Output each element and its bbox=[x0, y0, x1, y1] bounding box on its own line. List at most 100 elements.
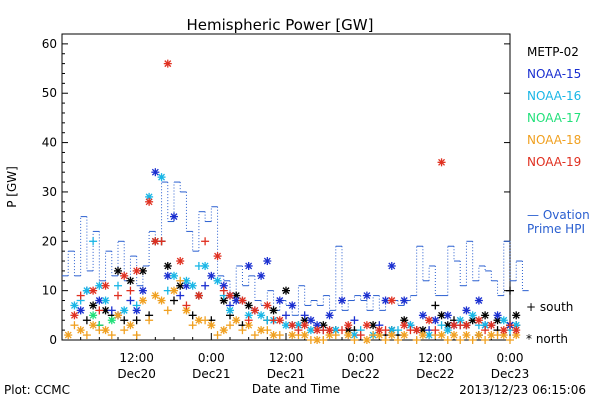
south-point bbox=[394, 336, 402, 344]
ovation-legend-line2: Prime HPI bbox=[527, 222, 585, 236]
x-axis-label: Date and Time bbox=[252, 382, 340, 396]
y-tick-label: 10 bbox=[42, 284, 57, 298]
north-point bbox=[194, 291, 203, 300]
x-tick-time-label: 0:00 bbox=[497, 351, 524, 365]
x-tick-date-label: Dec20 bbox=[117, 367, 156, 381]
north-point bbox=[499, 326, 508, 335]
south-point bbox=[331, 331, 340, 340]
north-point bbox=[425, 316, 434, 325]
legend-entry: NOAA-15 bbox=[527, 67, 581, 81]
north-point bbox=[362, 291, 371, 300]
north-point bbox=[89, 286, 98, 295]
y-tick-label: 30 bbox=[42, 185, 57, 199]
south-point bbox=[188, 321, 197, 330]
south-point bbox=[145, 316, 154, 325]
north-point bbox=[313, 321, 322, 330]
north-point bbox=[512, 311, 521, 320]
legend-entry: NOAA-19 bbox=[527, 155, 581, 169]
south-point bbox=[338, 326, 346, 335]
south-point bbox=[506, 286, 514, 295]
north-point bbox=[89, 311, 98, 320]
south-point bbox=[506, 321, 514, 330]
north-point bbox=[157, 296, 166, 305]
north-point bbox=[437, 158, 446, 167]
north-point bbox=[462, 331, 471, 340]
legend-entry: METP-02 bbox=[527, 45, 579, 59]
north-marker-key: * north bbox=[526, 332, 568, 346]
south-point bbox=[188, 311, 197, 320]
south-point bbox=[126, 286, 135, 295]
south-point bbox=[431, 301, 440, 310]
north-point bbox=[263, 257, 272, 266]
south-point bbox=[381, 336, 390, 344]
north-point bbox=[288, 301, 297, 310]
north-point bbox=[306, 316, 315, 325]
north-point bbox=[238, 296, 247, 305]
legend-entry: NOAA-17 bbox=[527, 111, 581, 125]
south-point bbox=[300, 311, 309, 320]
north-point bbox=[120, 306, 129, 315]
south-point bbox=[95, 306, 104, 315]
north-point bbox=[269, 306, 278, 315]
north-point bbox=[138, 296, 147, 305]
south-point bbox=[76, 291, 85, 300]
north-point bbox=[163, 261, 172, 270]
north-point bbox=[107, 316, 116, 325]
north-point bbox=[244, 301, 253, 310]
y-tick-label: 20 bbox=[42, 234, 57, 248]
north-point bbox=[213, 276, 222, 285]
south-point bbox=[226, 321, 234, 330]
north-point bbox=[138, 286, 147, 295]
x-tick-date-label: Dec21 bbox=[267, 367, 306, 381]
north-point bbox=[76, 306, 85, 315]
north-point bbox=[400, 321, 409, 330]
south-point bbox=[194, 261, 203, 270]
north-point bbox=[275, 296, 284, 305]
south-point bbox=[70, 321, 79, 330]
x-tick-time-label: 12:00 bbox=[269, 351, 304, 365]
north-point bbox=[400, 331, 409, 340]
north-point bbox=[207, 321, 216, 330]
south-point bbox=[406, 326, 415, 335]
x-tick-time-label: 0:00 bbox=[347, 351, 374, 365]
north-point bbox=[325, 311, 334, 320]
south-point bbox=[369, 331, 378, 340]
south-point bbox=[431, 326, 440, 335]
north-point bbox=[387, 261, 396, 270]
north-point bbox=[474, 316, 483, 325]
north-point bbox=[468, 316, 477, 325]
chart-title: Hemispheric Power [GW] bbox=[187, 16, 374, 34]
north-point bbox=[176, 257, 185, 266]
north-point bbox=[126, 321, 135, 330]
south-point bbox=[82, 331, 91, 340]
south-point bbox=[350, 316, 359, 325]
south-point bbox=[306, 336, 315, 344]
south-point bbox=[132, 301, 141, 310]
south-point bbox=[356, 331, 365, 340]
south-point bbox=[176, 276, 185, 285]
south-point bbox=[132, 316, 141, 325]
north-point bbox=[300, 321, 309, 330]
south-point bbox=[201, 281, 210, 290]
north-point bbox=[493, 311, 502, 320]
ovation-legend-line1: — Ovation bbox=[527, 208, 590, 222]
north-point bbox=[207, 271, 216, 280]
north-point bbox=[126, 276, 135, 285]
south-point bbox=[132, 331, 141, 340]
south-point bbox=[182, 301, 191, 310]
north-point bbox=[344, 321, 353, 330]
north-point bbox=[512, 326, 521, 335]
south-point bbox=[481, 326, 490, 335]
north-point bbox=[263, 301, 272, 310]
south-point bbox=[107, 331, 116, 340]
north-point bbox=[450, 331, 458, 340]
north-point bbox=[381, 296, 390, 305]
south-point bbox=[350, 336, 359, 344]
north-point bbox=[226, 291, 234, 300]
south-point bbox=[319, 326, 328, 335]
south-point bbox=[107, 306, 116, 315]
south-point bbox=[201, 316, 210, 325]
north-point bbox=[257, 311, 266, 320]
south-point bbox=[213, 331, 222, 340]
south-point bbox=[114, 281, 122, 290]
